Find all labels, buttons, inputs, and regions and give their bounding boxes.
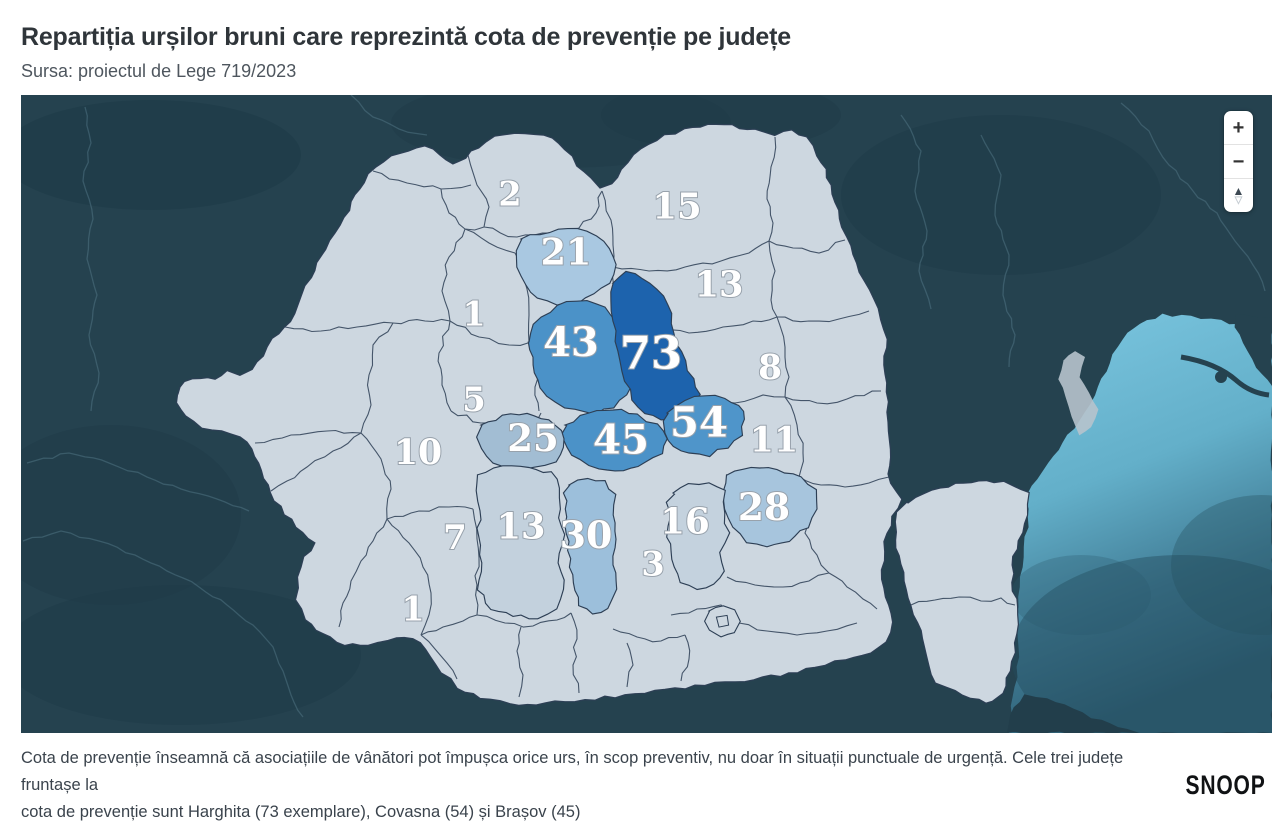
page-title: Repartiția urșilor bruni care reprezintă… — [21, 23, 791, 51]
county-value-label: 1 — [462, 295, 485, 334]
shaded-counties — [475, 227, 818, 620]
county-value-label: 10 — [394, 433, 442, 473]
pitch-down-icon: ▽ — [1234, 195, 1243, 206]
county-shape-m13v — [475, 465, 566, 620]
map-navigation-control: + − ▲ ▽ — [1224, 111, 1253, 212]
county-value-label: 5 — [462, 379, 486, 419]
romania-bear-quota-map: 2 15 21 13 1 43 73 8 5 25 45 54 11 10 13 30 7 16 28 3 1 — [21, 95, 1272, 733]
zoom-out-button[interactable]: − — [1224, 144, 1253, 178]
county-value-label: 3 — [641, 545, 664, 584]
county-value-label: 28 — [738, 485, 790, 529]
bucharest-core — [715, 614, 730, 628]
county-value-label: 13 — [695, 265, 744, 306]
county-value-label: 15 — [652, 187, 701, 228]
footnote-line-1: Cota de prevenție înseamnă că asociațiil… — [21, 749, 1124, 794]
county-value-label: 7 — [443, 518, 467, 558]
county-shape-m30 — [562, 477, 618, 615]
footnote-line-2: cota de prevenție sunt Harghita (73 exem… — [21, 803, 581, 821]
county-value-label: 73 — [620, 327, 682, 380]
county-shape-m45 — [560, 408, 668, 472]
map-footnote: Cota de prevenție înseamnă că asociațiil… — [21, 745, 1149, 826]
county-value-label: 11 — [750, 420, 798, 461]
county-value-labels: 2 15 21 13 1 43 73 8 5 25 45 54 11 10 13 30 7 16 28 3 1 — [393, 174, 799, 630]
county-value-label: 1 — [401, 590, 424, 629]
zoom-in-button[interactable]: + — [1224, 111, 1253, 144]
county-shape-m25 — [475, 412, 565, 471]
sea-headland — [1234, 314, 1272, 386]
background-river-lines — [22, 95, 1266, 718]
county-value-label: 2 — [498, 175, 521, 214]
snoop-logo: SNOOP — [1186, 770, 1266, 800]
plus-icon: + — [1232, 116, 1245, 139]
county-value-label: 25 — [507, 416, 559, 460]
county-shape-m54 — [662, 394, 745, 458]
county-value-label: 16 — [660, 502, 710, 543]
dobrogea-region — [894, 479, 1030, 704]
source-line: Sursa: proiectul de Lege 719/2023 — [21, 61, 297, 81]
county-value-label: 21 — [541, 231, 592, 274]
danube-delta-arm — [1058, 351, 1099, 436]
county-value-label: 13 — [497, 507, 546, 548]
county-shape-m21 — [515, 227, 617, 306]
county-borders — [254, 136, 890, 698]
southern-coast-land — [1007, 694, 1140, 733]
pitch-toggle-button[interactable]: ▲ ▽ — [1224, 178, 1253, 212]
county-shape-m16 — [665, 482, 731, 591]
county-value-label: 54 — [670, 398, 728, 447]
county-value-label: 30 — [560, 513, 613, 557]
footer: Cota de prevenție înseamnă că asociațiil… — [21, 745, 1266, 826]
pitch-up-icon: ▲ — [1232, 184, 1245, 198]
county-shape-m28 — [722, 466, 818, 548]
minus-icon: − — [1232, 150, 1245, 173]
county-value-label: 43 — [543, 320, 599, 366]
header: Repartiția urșilor bruni care reprezintă… — [0, 0, 1287, 82]
sand-spit — [1180, 354, 1270, 398]
choropleth-map-canvas[interactable]: 2 15 21 13 1 43 73 8 5 25 45 54 11 10 13 30 7 16 28 3 1 + − … — [21, 95, 1272, 733]
county-value-label: 8 — [758, 348, 782, 388]
county-value-label: 45 — [593, 417, 649, 464]
black-sea — [1008, 313, 1272, 733]
